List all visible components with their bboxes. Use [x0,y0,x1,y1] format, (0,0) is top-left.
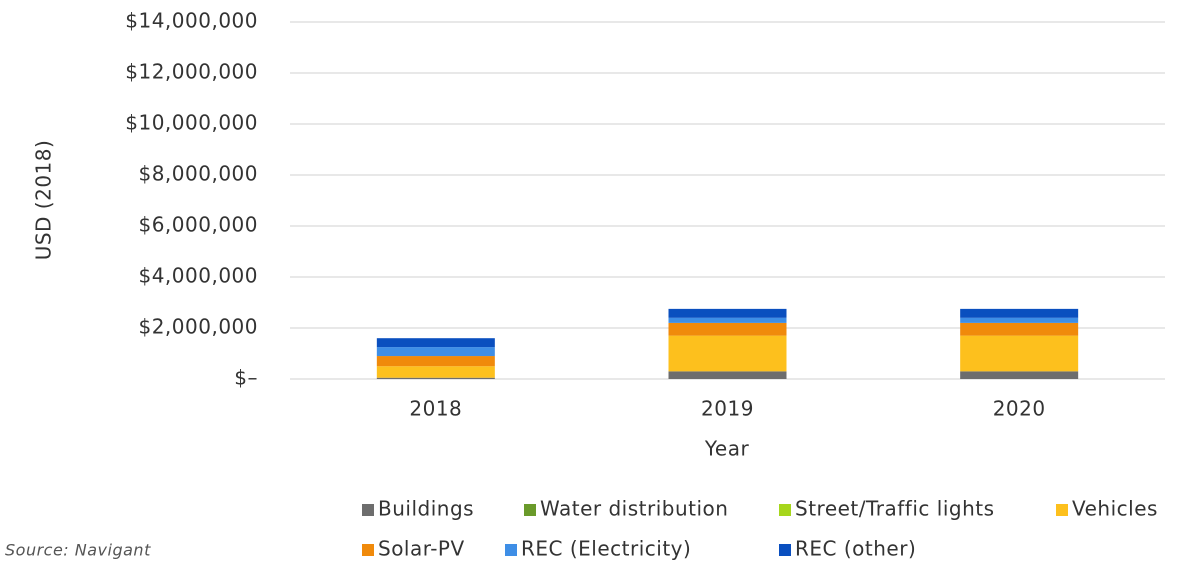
x-axis-title: Year [704,437,750,461]
y-tick-label: $10,000,000 [125,111,258,135]
legend-label: Water distribution [540,497,728,521]
bar-segment [376,366,495,378]
bar-segment [960,317,1079,323]
bar-segment [960,308,1079,318]
bar-segment [668,322,787,336]
x-tick-label: 2020 [993,397,1046,421]
legend-swatch [779,544,791,556]
legend-label: Vehicles [1072,497,1158,521]
y-tick-label: $6,000,000 [138,213,258,237]
source-note: Source: Navigant [5,541,151,560]
legend-swatch [362,544,374,556]
legend-label: REC (Electricity) [521,537,691,561]
x-tick-label: 2019 [701,397,754,421]
bar-segment [668,371,787,379]
x-tick-label: 2018 [409,397,462,421]
bar-segment [960,371,1079,379]
legend-swatch [505,544,517,556]
legend-swatch [779,504,791,516]
bar-segment [960,335,1079,372]
bar-segment [376,377,495,379]
legend-label: Street/Traffic lights [795,497,995,521]
bar-segment [376,338,495,348]
legend-swatch [362,504,374,516]
legend-swatch [1056,504,1068,516]
legend-label: REC (other) [795,537,916,561]
y-tick-label: $12,000,000 [125,60,258,84]
legend-label: Solar-PV [378,537,465,561]
y-tick-label: $2,000,000 [138,315,258,339]
y-axis-title: USD (2018) [32,140,56,261]
y-tick-label: $14,000,000 [125,9,258,33]
legend-swatch [524,504,536,516]
bar-segment [376,347,495,357]
y-tick-label: $4,000,000 [138,264,258,288]
bar-segment [668,335,787,372]
legend-label: Buildings [378,497,474,521]
y-tick-label: $8,000,000 [138,162,258,186]
y-tick-label: $– [234,366,258,390]
bar-segment [376,356,495,367]
bar-segment [668,308,787,318]
bar-segment [668,317,787,323]
bar-segment [960,322,1079,336]
